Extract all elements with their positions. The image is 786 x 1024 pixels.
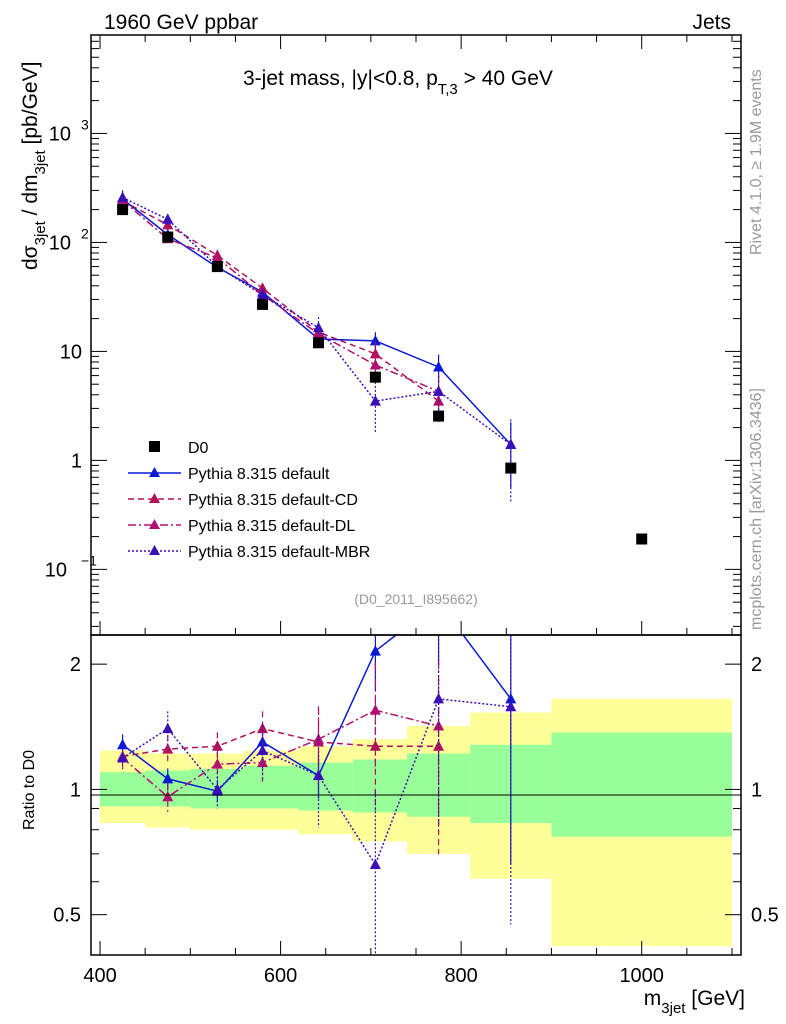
ratio-point-cd <box>162 743 174 754</box>
legend-label-default: Pythia 8.315 default <box>188 466 330 483</box>
ratio-point-mbr <box>162 722 174 734</box>
point-mbr <box>162 213 174 224</box>
x-tick-label: 800 <box>444 965 477 987</box>
plot-title-tail: > 40 GeV <box>458 67 553 90</box>
legend-marker-data <box>149 441 160 452</box>
point-dl <box>313 327 324 339</box>
band-stat-bin <box>551 732 732 837</box>
point-mbr <box>505 438 517 449</box>
y-tick-label: 10 <box>45 559 67 581</box>
ratio-uncertainty-bands <box>100 698 732 947</box>
ratio-point-default <box>257 735 269 747</box>
legend-label-dl: Pythia 8.315 default-DL <box>188 518 355 535</box>
ratio-point-cd <box>211 740 223 751</box>
data-point <box>505 462 517 474</box>
data-point <box>117 204 129 216</box>
rivet-label: Rivet 4.1.0, ≥ 1.9M events <box>748 69 765 255</box>
x-axis-label: m3jet [GeV] <box>644 987 745 1017</box>
ratio-point-cd <box>257 722 269 734</box>
ratio-point-dl <box>313 733 324 744</box>
point-mbr <box>369 395 381 406</box>
data-point <box>257 298 269 310</box>
data-point <box>162 231 174 243</box>
y-tick-label: 10 <box>49 123 71 145</box>
legend-label-mbr: Pythia 8.315 default-MBR <box>188 544 370 561</box>
ratio-tick-label-left: 0.5 <box>53 905 81 927</box>
plot-title: 3-jet mass, |y|<0.8, pT,3 > 40 GeV <box>243 67 553 98</box>
point-dl <box>369 359 381 370</box>
y-tick-exponent: 3 <box>81 116 89 132</box>
ratio-point-default <box>369 645 381 656</box>
ratio-tick-label-right: 1 <box>751 779 762 801</box>
data-point <box>211 261 223 273</box>
ratio-tick-label-left: 2 <box>70 654 81 676</box>
y-tick-label: 10 <box>60 341 82 363</box>
point-cd <box>257 282 269 293</box>
ratio-point-default <box>505 692 517 704</box>
legend-label-cd: Pythia 8.315 default-CD <box>188 492 358 509</box>
legend: D0 Pythia 8.315 default Pythia 8.315 def… <box>128 440 370 561</box>
series-line-mbr <box>122 196 512 446</box>
analysis-id: (D0_2011_I895662) <box>354 591 478 607</box>
ratio-point-mbr <box>433 692 445 704</box>
ratio-tick-label-right: 2 <box>751 654 762 676</box>
series-line-default <box>122 198 512 445</box>
ratio-point-dl <box>211 758 223 769</box>
ratio-point-dl <box>433 720 445 731</box>
data-point <box>636 533 648 545</box>
ratio-point-mbr <box>369 858 381 870</box>
axis-ticks: 400 600 800 1000 10 3 10 2 10 1 10 −1 2 1 0.5 2 1 0.5 <box>45 34 779 987</box>
point-mbr <box>257 288 269 300</box>
ratio-line-default <box>122 635 512 793</box>
point-default <box>369 334 381 346</box>
point-mbr <box>117 191 129 203</box>
x-tick-label: 1000 <box>619 965 664 987</box>
legend-marker-default <box>149 467 160 477</box>
point-mbr <box>313 321 324 333</box>
point-mbr <box>433 385 445 396</box>
data-point <box>433 410 445 422</box>
y-tick-exponent: −1 <box>81 552 97 568</box>
plot-title-subscript: T,3 <box>438 81 458 98</box>
energy-label: 1960 GeV ppbar <box>104 11 258 34</box>
y-tick-label: 10 <box>49 232 71 254</box>
legend-marker-mbr <box>149 545 160 555</box>
ratio-point-mbr <box>313 769 324 781</box>
y-axis-label: dσ3jet / dm3jet [pb/GeV] <box>19 62 49 270</box>
process-label: Jets <box>692 11 731 34</box>
legend-marker-cd <box>149 493 160 503</box>
legend-label-data: D0 <box>188 440 209 457</box>
band-stat-bin <box>244 765 299 809</box>
ratio-point-dl <box>369 704 381 715</box>
band-stat-bin <box>352 759 407 813</box>
ratio-point-mbr <box>211 783 223 794</box>
mcplots-label: mcplots.cern.ch [arXiv:1306.3436] <box>748 388 765 630</box>
ratio-point-default <box>117 738 129 750</box>
ratio-panel-series <box>117 635 517 955</box>
ratio-tick-label-left: 1 <box>70 779 81 801</box>
x-tick-label: 400 <box>83 965 116 987</box>
x-tick-label: 600 <box>264 965 297 987</box>
ratio-point-mbr <box>117 751 129 763</box>
point-dl <box>211 251 223 263</box>
ratio-point-mbr <box>505 700 517 712</box>
ratio-y-axis-label: Ratio to D0 <box>21 750 38 830</box>
data-point <box>313 337 324 349</box>
data-point <box>369 371 381 383</box>
y-tick-exponent: 2 <box>81 225 89 241</box>
ratio-point-mbr <box>257 744 269 756</box>
point-default <box>433 360 445 372</box>
plot-title-main: 3-jet mass, |y|<0.8, p <box>243 67 438 90</box>
ratio-point-default <box>162 772 174 784</box>
main-panel-series <box>117 190 648 545</box>
series-layer <box>117 190 648 955</box>
ratio-point-dl <box>162 790 174 802</box>
y-tick-label: 1 <box>71 450 82 472</box>
legend-marker-dl <box>149 519 160 529</box>
ratio-tick-label-right: 0.5 <box>751 905 779 927</box>
band-stat-bin <box>100 772 146 807</box>
